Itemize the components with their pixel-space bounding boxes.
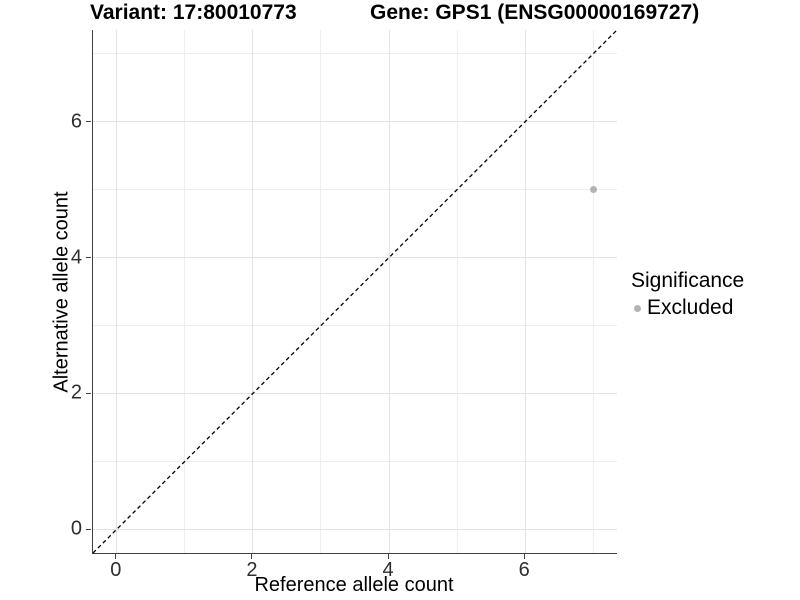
y-axis-tick	[86, 121, 91, 123]
legend-item-excluded: Excluded	[631, 296, 744, 320]
gridline-x-major	[252, 30, 254, 553]
y-axis-title: Alternative allele count	[50, 191, 73, 393]
y-tick-label: 4	[70, 246, 82, 269]
gridline-y-major	[93, 392, 617, 394]
legend-title: Significance	[631, 269, 745, 292]
x-axis-tick	[523, 554, 525, 559]
plot-panel	[92, 30, 617, 554]
x-axis-tick	[387, 554, 389, 559]
x-axis-title: Reference allele count	[254, 574, 454, 596]
gridline-y-minor	[93, 53, 617, 55]
gridline-x-major	[388, 30, 390, 553]
plot-title-gene: Gene: GPS1 (ENSG00000169727)	[370, 1, 700, 24]
y-axis-tick	[86, 392, 91, 394]
x-tick-label: 0	[110, 559, 122, 581]
y-axis-tick	[86, 528, 91, 530]
y-tick-label: 6	[70, 110, 82, 133]
gridline-x-major	[116, 30, 118, 553]
y-axis-tick	[86, 257, 91, 259]
y-tick-label: 0	[70, 517, 82, 540]
gridline-y-major	[93, 528, 617, 530]
legend-item-label: Excluded	[647, 296, 734, 319]
gridline-x-major	[524, 30, 526, 553]
x-tick-label: 4	[382, 559, 394, 581]
x-axis-tick	[115, 554, 117, 559]
x-tick-label: 2	[246, 559, 258, 581]
gridline-y-minor	[93, 324, 617, 326]
y-tick-label: 2	[70, 381, 82, 404]
data-point	[589, 186, 597, 194]
gridline-y-major	[93, 121, 617, 123]
gridline-y-minor	[93, 189, 617, 191]
plot-title-variant: Variant: 17:80010773	[90, 1, 297, 24]
x-axis-tick	[251, 554, 253, 559]
x-tick-label: 6	[518, 559, 530, 581]
legend: Significance Excluded	[631, 269, 744, 320]
gridline-x-minor	[320, 30, 322, 553]
legend-key-dot-icon	[634, 304, 641, 312]
gridline-x-minor	[184, 30, 186, 553]
gridline-y-minor	[93, 460, 617, 462]
gridline-y-major	[93, 257, 617, 259]
gridline-x-minor	[456, 30, 458, 553]
gridline-x-minor	[592, 30, 594, 553]
identity-line	[93, 30, 617, 553]
